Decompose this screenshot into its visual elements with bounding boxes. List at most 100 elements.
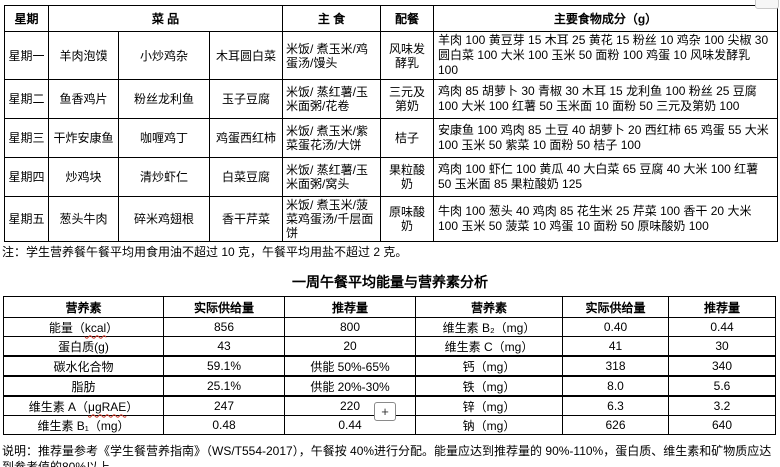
- side-cell: 原味酸奶: [380, 196, 434, 242]
- staple-cell: 米饭/ 煮玉米/紫菜蛋花汤/大饼: [282, 118, 381, 158]
- dish-cell: 干炸安康鱼: [48, 118, 119, 158]
- recommended-value: 0.44: [668, 317, 776, 337]
- col-header-actual: 实际供给量: [163, 296, 285, 318]
- recommendation-note: 说明：推荐量参考《学生餐营养指南》（WS/T554-2017），午餐按 40%进…: [2, 444, 772, 467]
- col-header-side: 配餐: [380, 5, 434, 32]
- actual-value: 318: [562, 355, 669, 377]
- nutrient-label: 锌（mg）: [415, 395, 563, 416]
- staple-cell: 米饭/ 煮玉米/鸡蛋汤/馒头: [282, 31, 381, 80]
- menu-row-tuesday: 星期二 鱼香鸡片 粉丝龙利鱼 玉子豆腐 米饭/ 蒸红薯/玉米面粥/花卷 三元及第…: [4, 79, 778, 119]
- nutrient-label: 脂肪: [3, 375, 164, 397]
- menu-header-row: 星期 菜 品 主 食 配餐 主要食物成分（g）: [4, 5, 778, 32]
- col-header-nutrient: 营养素: [3, 296, 164, 318]
- dish-cell: 鸡蛋西红柿: [209, 118, 283, 158]
- day-cell: 星期一: [4, 31, 49, 80]
- top-right-artifact: [755, 0, 779, 9]
- recommended-value: 30: [668, 336, 776, 357]
- ingredients-cell: 鸡肉 100 虾仁 100 黄瓜 40 大白菜 65 豆腐 40 大米 100 …: [433, 157, 778, 197]
- staple-cell: 米饭/ 蒸红薯/玉米面粥/窝头: [282, 157, 381, 197]
- side-cell: 三元及第奶: [380, 79, 434, 119]
- col-header-staple: 主 食: [282, 5, 381, 32]
- actual-value: 6.3: [562, 395, 669, 416]
- nutrient-label: 钙（mg）: [415, 355, 563, 377]
- actual-value: 43: [163, 336, 285, 357]
- nutrient-label: 维生素 A（μgRAE）: [3, 395, 164, 416]
- nutrient-label: 钠（mg）: [415, 415, 563, 435]
- col-header-dishes: 菜 品: [48, 5, 283, 32]
- col-header-day: 星期: [4, 5, 49, 32]
- recommended-value: 20: [284, 336, 416, 357]
- day-cell: 星期三: [4, 118, 49, 158]
- analysis-title: 一周午餐平均能量与营养素分析: [292, 274, 488, 290]
- actual-value: 8.0: [562, 375, 669, 397]
- nutrient-label: 铁（mg）: [415, 375, 563, 397]
- ingredients-cell: 鸡肉 85 胡萝卜 30 青椒 30 木耳 15 龙利鱼 100 粉丝 25 豆…: [433, 79, 778, 119]
- recommended-value: 5.6: [668, 375, 776, 397]
- nutrient-label: 维生素 B₁（mg）: [3, 415, 164, 435]
- actual-value: 247: [163, 395, 285, 416]
- recommended-value: 3.2: [668, 395, 776, 416]
- analysis-row: 脂肪 25.1% 供能 20%-30% 铁（mg） 8.0 5.6: [3, 375, 776, 397]
- menu-row-wednesday: 星期三 干炸安康鱼 咖喱鸡丁 鸡蛋西红柿 米饭/ 煮玉米/紫菜蛋花汤/大饼 桔子…: [4, 118, 778, 158]
- analysis-row: 碳水化合物 59.1% 供能 50%-65% 钙（mg） 318 340: [3, 355, 776, 377]
- nutrient-label: 碳水化合物: [3, 355, 164, 377]
- ingredients-cell: 羊肉 100 黄豆芽 15 木耳 25 黄花 15 粉丝 10 鸡杂 100 尖…: [433, 31, 778, 80]
- actual-value: 59.1%: [163, 355, 285, 377]
- oil-salt-note: 注：学生营养餐午餐平均用食用油不超过 10 克，午餐平均用盐不超过 2 克。: [2, 245, 408, 259]
- dish-cell: 碎米鸡翅根: [118, 196, 210, 242]
- dish-cell: 木耳圆白菜: [209, 31, 283, 80]
- analysis-row: 维生素 B₁（mg） 0.48 0.44 钠（mg） 626 640: [3, 415, 776, 435]
- weekly-menu-table: 星期 菜 品 主 食 配餐 主要食物成分（g） 星期一 羊肉泡馍 小炒鸡杂 木耳…: [4, 5, 778, 242]
- recommended-value: 340: [668, 355, 776, 377]
- recommended-value: 640: [668, 415, 776, 435]
- dish-cell: 葱头牛肉: [48, 196, 119, 242]
- actual-value: 41: [562, 336, 669, 357]
- dish-cell: 香干芹菜: [209, 196, 283, 242]
- plus-button[interactable]: +: [374, 402, 396, 421]
- dish-cell: 清炒虾仁: [118, 157, 210, 197]
- dish-cell: 小炒鸡杂: [118, 31, 210, 80]
- actual-value: 0.40: [562, 317, 669, 337]
- analysis-row: 能量（kcal） 856 800 维生素 B₂（mg） 0.40 0.44: [3, 317, 776, 337]
- day-cell: 星期二: [4, 79, 49, 119]
- recommended-value: 800: [284, 317, 416, 337]
- day-cell: 星期四: [4, 157, 49, 197]
- actual-value: 25.1%: [163, 375, 285, 397]
- col-header-recommended: 推荐量: [284, 296, 416, 318]
- menu-row-friday: 星期五 葱头牛肉 碎米鸡翅根 香干芹菜 米饭/ 煮玉米/菠菜鸡蛋汤/千层面饼 原…: [4, 196, 778, 242]
- actual-value: 0.48: [163, 415, 285, 435]
- nutrient-label: 能量（kcal）: [3, 317, 164, 337]
- dish-cell: 白菜豆腐: [209, 157, 283, 197]
- menu-row-monday: 星期一 羊肉泡馍 小炒鸡杂 木耳圆白菜 米饭/ 煮玉米/鸡蛋汤/馒头 风味发酵乳…: [4, 31, 778, 80]
- side-cell: 风味发酵乳: [380, 31, 434, 80]
- actual-value: 626: [562, 415, 669, 435]
- ingredients-cell: 牛肉 100 葱头 40 鸡肉 85 花生米 25 芹菜 100 香干 20 大…: [433, 196, 778, 242]
- col-header-actual: 实际供给量: [562, 296, 669, 318]
- staple-cell: 米饭/ 蒸红薯/玉米面粥/花卷: [282, 79, 381, 119]
- ingredients-cell: 安康鱼 100 鸡肉 85 土豆 40 胡萝卜 20 西红柿 65 鸡蛋 55 …: [433, 118, 778, 158]
- side-cell: 桔子: [380, 118, 434, 158]
- dish-cell: 粉丝龙利鱼: [118, 79, 210, 119]
- nutrient-label: 维生素 B₂（mg）: [415, 317, 563, 337]
- col-header-recommended: 推荐量: [668, 296, 776, 318]
- analysis-row: 蛋白质(g) 43 20 维生素 C（mg） 41 30: [3, 336, 776, 357]
- staple-cell: 米饭/ 煮玉米/菠菜鸡蛋汤/千层面饼: [282, 196, 381, 242]
- recommended-value: 供能 20%-30%: [284, 375, 416, 397]
- nutrient-label: 蛋白质(g): [3, 336, 164, 357]
- dish-cell: 炒鸡块: [48, 157, 119, 197]
- side-cell: 果粒酸奶: [380, 157, 434, 197]
- menu-row-thursday: 星期四 炒鸡块 清炒虾仁 白菜豆腐 米饭/ 蒸红薯/玉米面粥/窝头 果粒酸奶 鸡…: [4, 157, 778, 197]
- analysis-header-row: 营养素 实际供给量 推荐量 营养素 实际供给量 推荐量: [3, 296, 776, 318]
- dish-cell: 羊肉泡馍: [48, 31, 119, 80]
- dish-cell: 咖喱鸡丁: [118, 118, 210, 158]
- nutrient-label: 维生素 C（mg）: [415, 336, 563, 357]
- nutrient-analysis-table: 营养素 实际供给量 推荐量 营养素 实际供给量 推荐量 能量（kcal） 856…: [3, 296, 776, 435]
- col-header-nutrient: 营养素: [415, 296, 563, 318]
- actual-value: 856: [163, 317, 285, 337]
- col-header-ingredients: 主要食物成分（g）: [433, 5, 778, 32]
- recommended-value: 供能 50%-65%: [284, 355, 416, 377]
- dish-cell: 玉子豆腐: [209, 79, 283, 119]
- day-cell: 星期五: [4, 196, 49, 242]
- dish-cell: 鱼香鸡片: [48, 79, 119, 119]
